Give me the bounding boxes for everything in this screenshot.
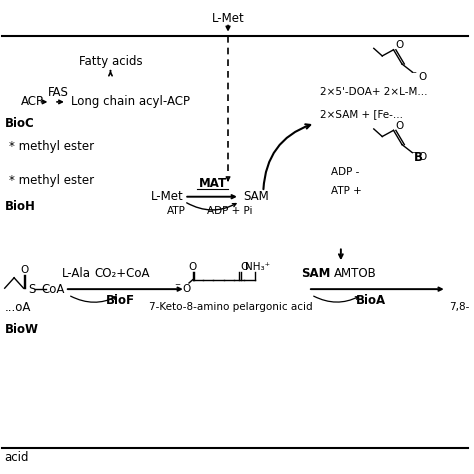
Text: BioH: BioH: [5, 200, 36, 213]
Text: MAT: MAT: [199, 177, 227, 191]
Text: $^-$O: $^-$O: [409, 150, 428, 163]
Text: 2×SAM + [Fe-...: 2×SAM + [Fe-...: [319, 109, 403, 119]
Text: L-Met: L-Met: [212, 11, 245, 25]
Text: BioC: BioC: [5, 117, 35, 130]
Text: ADP + Pi: ADP + Pi: [207, 206, 252, 216]
Text: BioW: BioW: [5, 323, 39, 336]
Text: ADP -: ADP -: [331, 166, 360, 177]
Text: acid: acid: [5, 451, 29, 464]
Text: $^-$O: $^-$O: [409, 70, 428, 82]
Text: O: O: [189, 262, 197, 272]
Text: Fatty acids: Fatty acids: [79, 55, 142, 68]
Text: NH₃⁺: NH₃⁺: [245, 262, 270, 272]
Text: O: O: [395, 40, 404, 50]
Text: O: O: [395, 120, 404, 131]
Text: 2×5'-DOA+ 2×L-M...: 2×5'-DOA+ 2×L-M...: [319, 87, 427, 98]
Text: FAS: FAS: [48, 86, 69, 99]
Text: ATP +: ATP +: [331, 185, 362, 196]
Text: 7-Keto-8-amino pelargonic acid: 7-Keto-8-amino pelargonic acid: [148, 302, 312, 312]
Text: SAM: SAM: [243, 190, 269, 203]
Text: BioF: BioF: [105, 294, 135, 308]
Text: $^-$O: $^-$O: [173, 282, 192, 294]
Text: CoA: CoA: [41, 283, 65, 296]
Text: Long chain acyl-ACP: Long chain acyl-ACP: [71, 95, 190, 109]
Text: B: B: [414, 151, 423, 164]
Text: ...oA: ...oA: [5, 301, 31, 314]
Text: S: S: [28, 283, 35, 296]
Text: BioA: BioA: [356, 294, 386, 308]
Text: L-Met: L-Met: [151, 190, 183, 203]
Text: SAM: SAM: [301, 267, 331, 281]
Text: * methyl ester: * methyl ester: [9, 173, 94, 187]
Text: CO₂+CoA: CO₂+CoA: [94, 267, 150, 281]
Text: * methyl ester: * methyl ester: [9, 140, 94, 154]
Text: O: O: [20, 265, 28, 275]
Text: AMTOB: AMTOB: [334, 267, 376, 281]
Text: 7,8-: 7,8-: [449, 302, 469, 312]
Text: ATP: ATP: [167, 206, 186, 216]
Text: L-Ala: L-Ala: [62, 267, 91, 281]
Text: O: O: [240, 262, 248, 272]
Text: ACP: ACP: [21, 95, 44, 109]
